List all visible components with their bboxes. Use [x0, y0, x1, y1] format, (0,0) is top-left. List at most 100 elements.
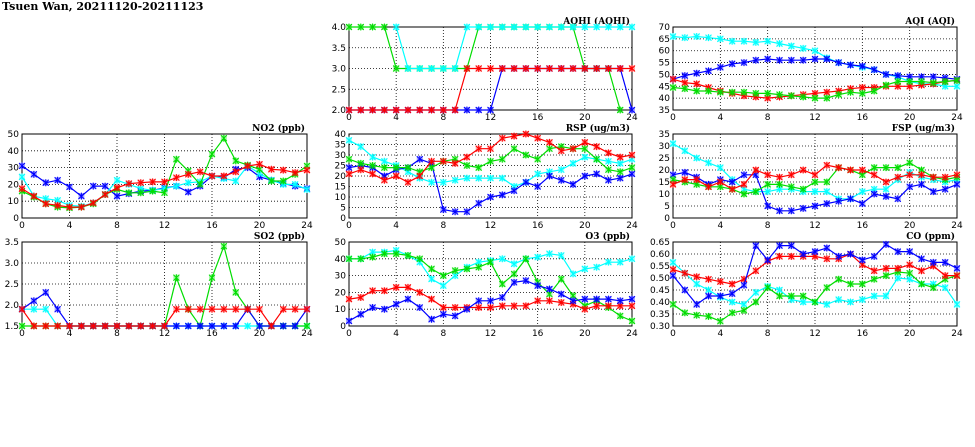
data-point — [54, 196, 61, 204]
y-tick-label: 45 — [659, 82, 670, 92]
data-point — [776, 286, 783, 294]
data-point — [823, 284, 831, 292]
data-point — [628, 23, 636, 31]
data-point — [369, 287, 376, 295]
data-point — [451, 267, 459, 275]
y-tick-label: 40 — [659, 94, 671, 104]
data-point — [835, 252, 843, 260]
data-point — [823, 200, 831, 208]
data-point — [463, 106, 471, 114]
data-point — [705, 275, 712, 283]
data-point — [740, 281, 748, 289]
y-tick-label: 55 — [659, 59, 670, 69]
data-point — [345, 136, 353, 144]
data-point — [487, 145, 494, 153]
x-tick-label: 4 — [717, 113, 723, 123]
y-tick-label: 10 — [8, 197, 20, 207]
data-point — [404, 65, 412, 72]
y-tick-label: 4.0 — [332, 23, 347, 33]
data-point — [439, 206, 447, 214]
series-blue — [669, 240, 961, 308]
data-point — [487, 297, 494, 305]
x-tick-label: 4 — [67, 221, 73, 231]
data-point — [534, 65, 542, 72]
data-point — [941, 173, 949, 181]
data-point — [101, 190, 109, 198]
data-point — [628, 317, 636, 325]
data-point — [569, 159, 577, 167]
data-point — [557, 65, 565, 72]
data-point — [906, 78, 914, 86]
data-point — [30, 192, 38, 200]
data-point — [463, 162, 471, 169]
y-tick-label: 30 — [659, 142, 671, 152]
data-point — [416, 155, 424, 163]
data-point — [776, 40, 783, 48]
data-point — [18, 185, 26, 193]
data-point — [498, 191, 506, 199]
data-point — [546, 138, 553, 146]
data-point — [929, 284, 937, 292]
x-tick-label: 20 — [579, 113, 591, 123]
data-point — [628, 170, 636, 178]
data-point — [740, 190, 748, 198]
data-point — [291, 305, 299, 313]
data-point — [232, 305, 240, 313]
data-point — [510, 302, 518, 310]
series-blue — [345, 155, 636, 216]
data-point — [428, 65, 435, 72]
chart-title: CO (ppm) — [906, 231, 955, 242]
data-point — [54, 322, 61, 330]
data-point — [835, 91, 843, 99]
plot-frame — [672, 241, 958, 327]
data-point — [728, 178, 736, 186]
data-point — [173, 274, 180, 282]
data-point — [369, 304, 376, 312]
chart-title: O3 (ppb) — [585, 231, 630, 242]
data-point — [101, 182, 109, 190]
data-point — [510, 132, 518, 140]
x-tick-label: 24 — [301, 221, 313, 231]
data-point — [953, 171, 961, 179]
data-point — [101, 322, 109, 330]
data-point — [906, 248, 914, 256]
data-point — [546, 297, 553, 305]
data-point — [557, 147, 565, 155]
data-point — [534, 253, 542, 261]
data-point — [847, 61, 854, 69]
data-point — [487, 258, 494, 266]
data-point — [510, 23, 518, 31]
data-point — [463, 174, 471, 182]
data-point — [451, 176, 459, 184]
series-red — [345, 283, 636, 313]
data-point — [764, 89, 772, 97]
data-point — [18, 322, 26, 330]
data-point — [681, 72, 689, 80]
data-point — [463, 153, 471, 161]
data-point — [149, 322, 156, 330]
x-tick-label: 16 — [532, 329, 544, 339]
x-tick-label: 0 — [19, 221, 25, 231]
x-tick-label: 20 — [254, 221, 266, 231]
data-point — [232, 322, 240, 330]
data-point — [858, 256, 866, 264]
data-point — [569, 23, 577, 31]
data-point — [799, 166, 807, 174]
data-point — [593, 295, 600, 303]
series-blue — [345, 277, 636, 325]
data-point — [89, 199, 97, 207]
data-point — [357, 166, 365, 174]
data-point — [906, 171, 914, 179]
x-tick-label: 16 — [206, 221, 218, 231]
data-point — [161, 189, 168, 197]
data-point — [498, 155, 506, 163]
data-point — [487, 174, 494, 182]
data-point — [404, 106, 412, 114]
data-point — [475, 106, 483, 114]
y-tick-label: 40 — [335, 130, 347, 140]
data-point — [847, 195, 854, 203]
x-tick-label: 0 — [346, 113, 352, 123]
y-tick-label: 10 — [335, 305, 347, 315]
x-tick-label: 16 — [532, 221, 544, 231]
data-point — [220, 305, 228, 313]
